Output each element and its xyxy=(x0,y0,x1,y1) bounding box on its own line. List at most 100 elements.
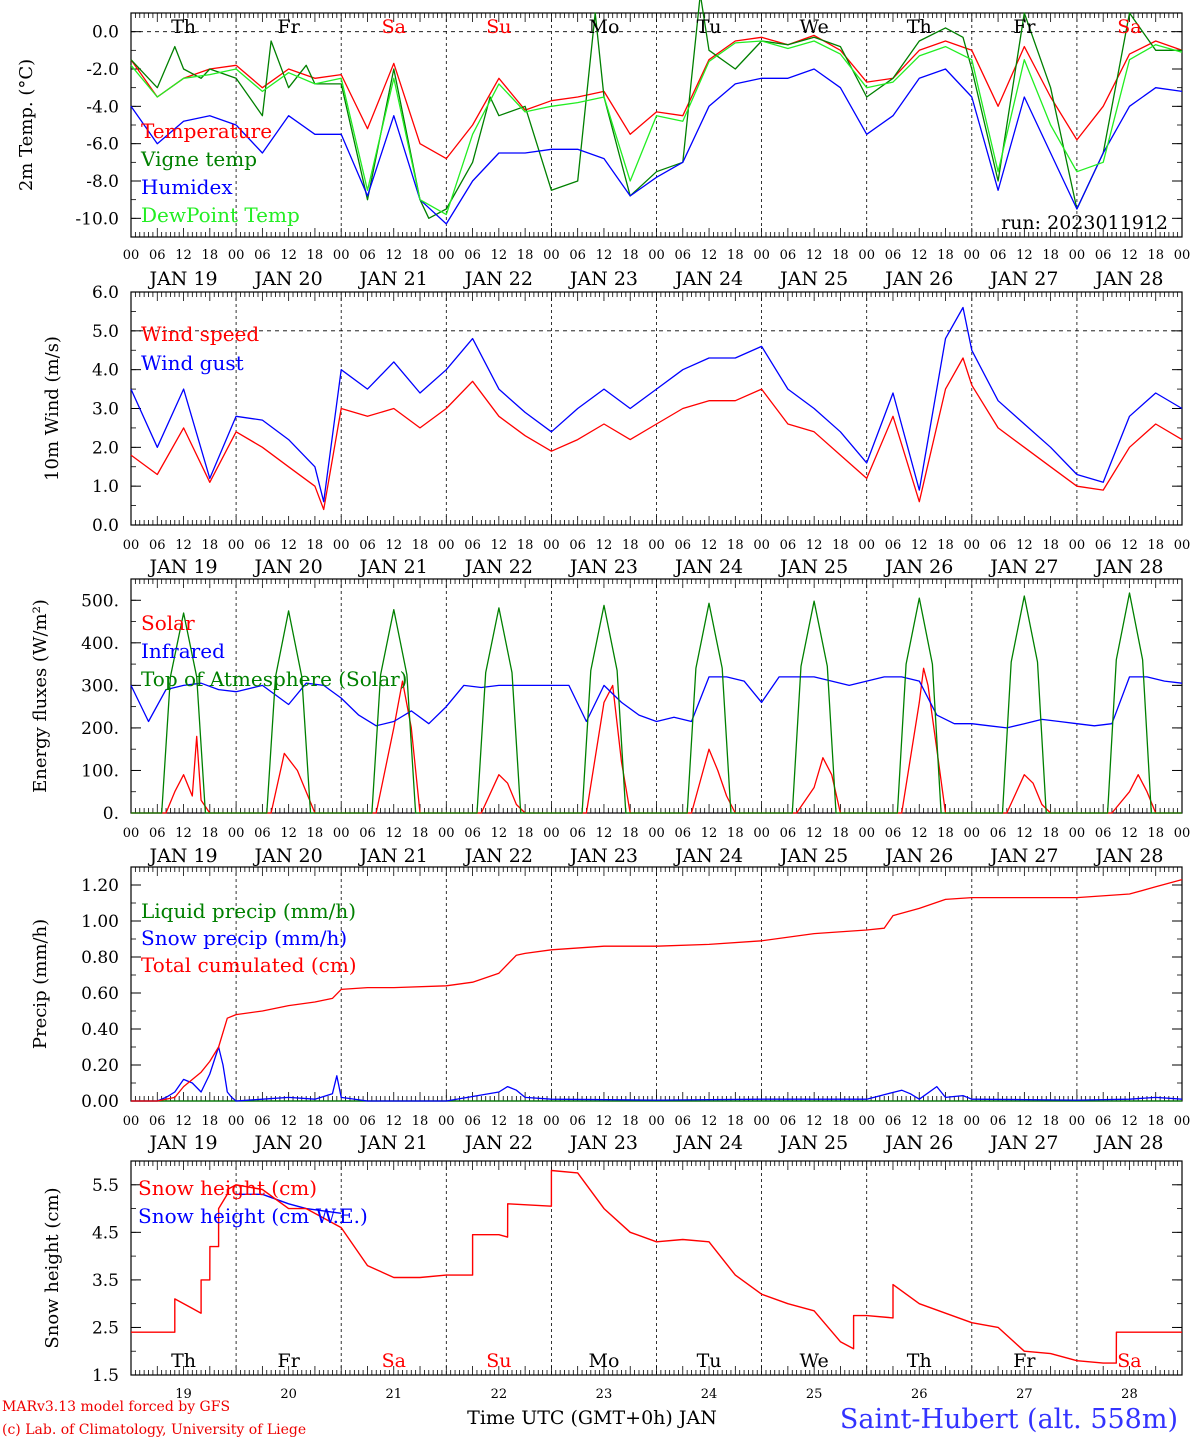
hour-label: 00 xyxy=(333,1114,350,1129)
date-label: JAN 22 xyxy=(463,1132,533,1154)
hour-label: 06 xyxy=(1095,248,1112,263)
hour-label: 12 xyxy=(385,1114,402,1129)
hour-label: 00 xyxy=(1174,538,1191,553)
date-label: JAN 25 xyxy=(778,556,848,578)
hour-label: 00 xyxy=(858,826,875,841)
hour-label: 00 xyxy=(753,538,770,553)
date-label: JAN 22 xyxy=(463,268,533,290)
hour-label: 00 xyxy=(1174,826,1191,841)
day-number-label: 22 xyxy=(491,1387,508,1402)
hour-label: 06 xyxy=(1095,538,1112,553)
series-line-3 xyxy=(130,40,1183,216)
hour-label: 18 xyxy=(307,1114,324,1129)
hour-label: 00 xyxy=(858,538,875,553)
hour-label: 00 xyxy=(123,1114,140,1129)
legend-entry: Liquid precip (mm/h) xyxy=(141,899,356,923)
hour-label: 18 xyxy=(412,248,429,263)
hour-label: 06 xyxy=(885,538,902,553)
hour-label: 18 xyxy=(622,826,639,841)
y-tick-label: 2.0 xyxy=(92,438,119,458)
hour-label: 00 xyxy=(753,826,770,841)
hour-label: 12 xyxy=(911,248,928,263)
series-line-2 xyxy=(130,68,1183,225)
day-name-label: Sa xyxy=(382,1350,406,1372)
hour-label: 06 xyxy=(359,1114,376,1129)
hour-label: 00 xyxy=(123,248,140,263)
hour-label: 12 xyxy=(1121,538,1138,553)
hour-label: 18 xyxy=(937,538,954,553)
y-tick-label: 2.5 xyxy=(92,1318,119,1338)
y-tick-label: 5.5 xyxy=(92,1176,119,1196)
y-tick-label: 6.0 xyxy=(92,283,119,303)
legend-entry: Snow height (cm) xyxy=(138,1176,317,1200)
day-name-label: We xyxy=(800,16,829,38)
hour-label: 18 xyxy=(1042,538,1059,553)
series-line-1 xyxy=(130,306,1183,503)
hour-label: 12 xyxy=(280,826,297,841)
date-label: JAN 24 xyxy=(673,1132,743,1154)
hour-label: 00 xyxy=(1174,1114,1191,1129)
day-name-label: Tu xyxy=(697,1350,722,1372)
hour-label: 12 xyxy=(911,1114,928,1129)
date-label: JAN 24 xyxy=(673,268,743,290)
legend-entry: Solar xyxy=(141,611,195,635)
y-tick-label: 0. xyxy=(103,804,119,824)
day-name-label: Th xyxy=(907,16,932,38)
hour-label: 06 xyxy=(569,538,586,553)
hour-label: 18 xyxy=(202,248,219,263)
series-line-0 xyxy=(130,34,1183,160)
y-tick-label: 0.00 xyxy=(81,1092,119,1112)
legend-entry: Snow precip (mm/h) xyxy=(141,926,347,950)
day-name-label: Th xyxy=(907,1350,932,1372)
y-tick-label: 4.5 xyxy=(92,1223,119,1243)
y-tick-label: 0.0 xyxy=(92,516,119,536)
y-tick-label: 200. xyxy=(81,719,119,739)
hour-label: 12 xyxy=(1016,1114,1033,1129)
hour-label: 18 xyxy=(727,538,744,553)
hour-label: 06 xyxy=(359,538,376,553)
hour-label: 12 xyxy=(806,538,823,553)
day-number-label: 24 xyxy=(701,1387,718,1402)
day-name-label: Sa xyxy=(1117,1350,1141,1372)
y-axis-title: 2m Temp. (°C) xyxy=(16,59,37,191)
date-label: JAN 19 xyxy=(147,268,217,290)
y-tick-label: -10.0 xyxy=(75,209,119,229)
date-label: JAN 25 xyxy=(778,1132,848,1154)
hour-label: 12 xyxy=(701,1114,718,1129)
date-label: JAN 25 xyxy=(778,845,848,867)
y-tick-label: 500. xyxy=(81,591,119,611)
date-label: JAN 23 xyxy=(568,268,638,290)
hour-label: 06 xyxy=(990,248,1007,263)
date-label: JAN 26 xyxy=(883,268,953,290)
date-label: JAN 21 xyxy=(358,1132,428,1154)
footer-credit-label: (c) Lab. of Climatology, University of L… xyxy=(2,1422,306,1438)
hour-label: 00 xyxy=(1069,248,1086,263)
hour-label: 12 xyxy=(1016,826,1033,841)
hour-label: 06 xyxy=(254,1114,271,1129)
y-axis-title: Precip (mm/h) xyxy=(30,919,51,1049)
date-label: JAN 20 xyxy=(253,268,323,290)
day-number-label: 19 xyxy=(175,1387,192,1402)
series-line-0 xyxy=(236,1193,342,1214)
snow-height-panel: 1.5 2.5 3.5 4.5 5.5 Snow height (cm) Snow heig… xyxy=(42,1160,1183,1402)
hour-label: 00 xyxy=(438,1114,455,1129)
hour-label: 00 xyxy=(648,826,665,841)
hour-label: 12 xyxy=(491,1114,508,1129)
hour-label: 00 xyxy=(438,248,455,263)
hour-label: 12 xyxy=(1016,538,1033,553)
hour-label: 00 xyxy=(858,248,875,263)
y-tick-label: 0.80 xyxy=(81,948,119,968)
hour-label: 18 xyxy=(412,826,429,841)
hour-label: 00 xyxy=(1069,538,1086,553)
y-tick-label: 4.0 xyxy=(92,361,119,381)
hour-label: 12 xyxy=(1121,248,1138,263)
station-label: Saint-Hubert (alt. 558m) xyxy=(840,1404,1178,1435)
legend-entry: Humidex xyxy=(141,175,233,199)
y-axis-title: Energy fluxes (W/m²) xyxy=(30,599,51,793)
day-name-label: Mo xyxy=(588,1350,619,1372)
series-line-1 xyxy=(131,1046,1183,1102)
hour-label: 00 xyxy=(228,538,245,553)
date-label: JAN 22 xyxy=(463,556,533,578)
hour-label: 00 xyxy=(648,538,665,553)
hour-label: 12 xyxy=(596,248,613,263)
